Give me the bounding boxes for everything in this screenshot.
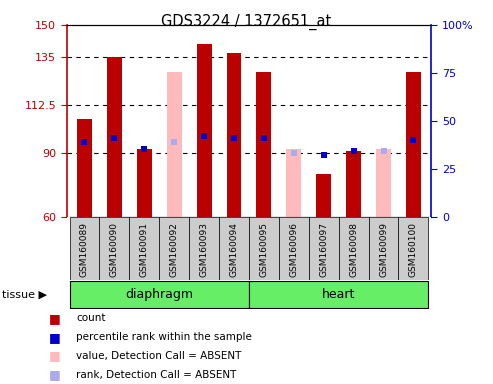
Bar — [70, 217, 100, 280]
Text: percentile rank within the sample: percentile rank within the sample — [76, 332, 252, 342]
Bar — [159, 217, 189, 280]
Text: GSM160100: GSM160100 — [409, 222, 418, 277]
Bar — [189, 217, 219, 280]
Bar — [369, 217, 398, 280]
Bar — [376, 149, 391, 217]
Text: ■: ■ — [49, 312, 61, 325]
Bar — [309, 217, 339, 280]
Text: count: count — [76, 313, 106, 323]
Bar — [77, 119, 92, 217]
Text: GSM160092: GSM160092 — [170, 222, 178, 277]
Bar — [137, 149, 152, 217]
Text: diaphragm: diaphragm — [125, 288, 193, 301]
Bar — [279, 217, 309, 280]
Text: GSM160094: GSM160094 — [230, 222, 239, 277]
Text: GSM160096: GSM160096 — [289, 222, 298, 277]
Text: ■: ■ — [49, 331, 61, 344]
Bar — [129, 217, 159, 280]
Text: GSM160089: GSM160089 — [80, 222, 89, 277]
Text: GSM160090: GSM160090 — [110, 222, 119, 277]
Bar — [249, 281, 428, 308]
Bar — [406, 72, 421, 217]
Bar — [107, 57, 122, 217]
Bar — [249, 217, 279, 280]
Text: rank, Detection Call = ABSENT: rank, Detection Call = ABSENT — [76, 370, 237, 380]
Text: tissue ▶: tissue ▶ — [2, 290, 47, 300]
Bar — [219, 217, 249, 280]
Text: heart: heart — [322, 288, 355, 301]
Text: GSM160093: GSM160093 — [200, 222, 209, 277]
Bar — [256, 72, 271, 217]
Bar — [398, 217, 428, 280]
Bar — [100, 217, 129, 280]
Bar — [167, 72, 182, 217]
Bar — [227, 53, 242, 217]
Bar — [339, 217, 369, 280]
Text: GDS3224 / 1372651_at: GDS3224 / 1372651_at — [161, 13, 332, 30]
Bar — [70, 281, 249, 308]
Bar — [346, 151, 361, 217]
Text: GSM160095: GSM160095 — [259, 222, 268, 277]
Text: ■: ■ — [49, 368, 61, 381]
Text: GSM160097: GSM160097 — [319, 222, 328, 277]
Text: GSM160098: GSM160098 — [349, 222, 358, 277]
Bar — [286, 149, 301, 217]
Text: GSM160091: GSM160091 — [140, 222, 149, 277]
Text: GSM160099: GSM160099 — [379, 222, 388, 277]
Text: value, Detection Call = ABSENT: value, Detection Call = ABSENT — [76, 351, 242, 361]
Bar — [316, 174, 331, 217]
Bar — [197, 44, 211, 217]
Text: ■: ■ — [49, 349, 61, 362]
